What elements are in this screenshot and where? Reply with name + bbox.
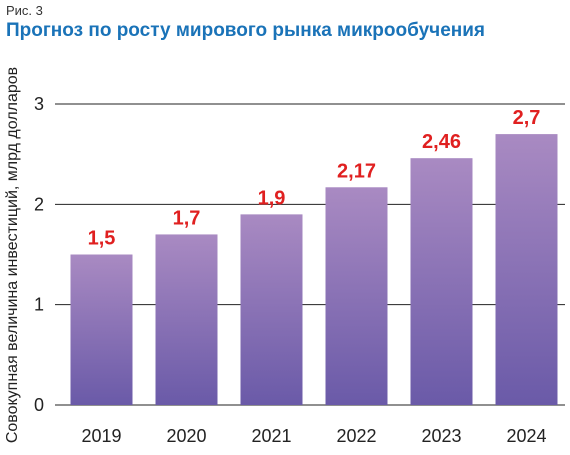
y-axis-title: Совокупная величина инвестиций, млрд дол… — [4, 67, 21, 443]
figure-label: Рис. 3 — [6, 3, 43, 18]
bar — [495, 134, 558, 405]
chart-title: Прогноз по росту мирового рынка микрообу… — [6, 20, 485, 41]
y-tick-label: 3 — [34, 94, 44, 114]
x-tick-labels: 2019 2020 2021 2022 2023 2024 — [81, 426, 546, 446]
data-label: 1,9 — [258, 187, 286, 209]
data-label: 2,17 — [337, 160, 376, 182]
x-tick-label: 2022 — [336, 426, 376, 446]
bar — [70, 254, 133, 405]
y-tick-label: 0 — [34, 395, 44, 415]
x-tick-label: 2021 — [251, 426, 291, 446]
data-label: 2,46 — [422, 131, 461, 153]
data-label: 2,7 — [513, 107, 541, 129]
data-labels: 1,5 1,7 1,9 2,17 2,46 2,7 — [88, 107, 541, 249]
y-tick-label: 2 — [34, 194, 44, 214]
bar — [325, 187, 388, 405]
gridlines — [55, 103, 565, 406]
x-tick-label: 2023 — [421, 426, 461, 446]
x-tick-label: 2024 — [506, 426, 546, 446]
bar — [155, 234, 218, 405]
bars — [70, 134, 558, 405]
x-tick-label: 2019 — [81, 426, 121, 446]
data-label: 1,5 — [88, 228, 116, 250]
y-tick-labels: 0 1 2 3 — [34, 94, 44, 415]
bar — [240, 214, 303, 405]
y-tick-label: 1 — [34, 295, 44, 315]
bar — [410, 158, 473, 405]
data-label: 1,7 — [173, 207, 201, 229]
x-tick-label: 2020 — [166, 426, 206, 446]
